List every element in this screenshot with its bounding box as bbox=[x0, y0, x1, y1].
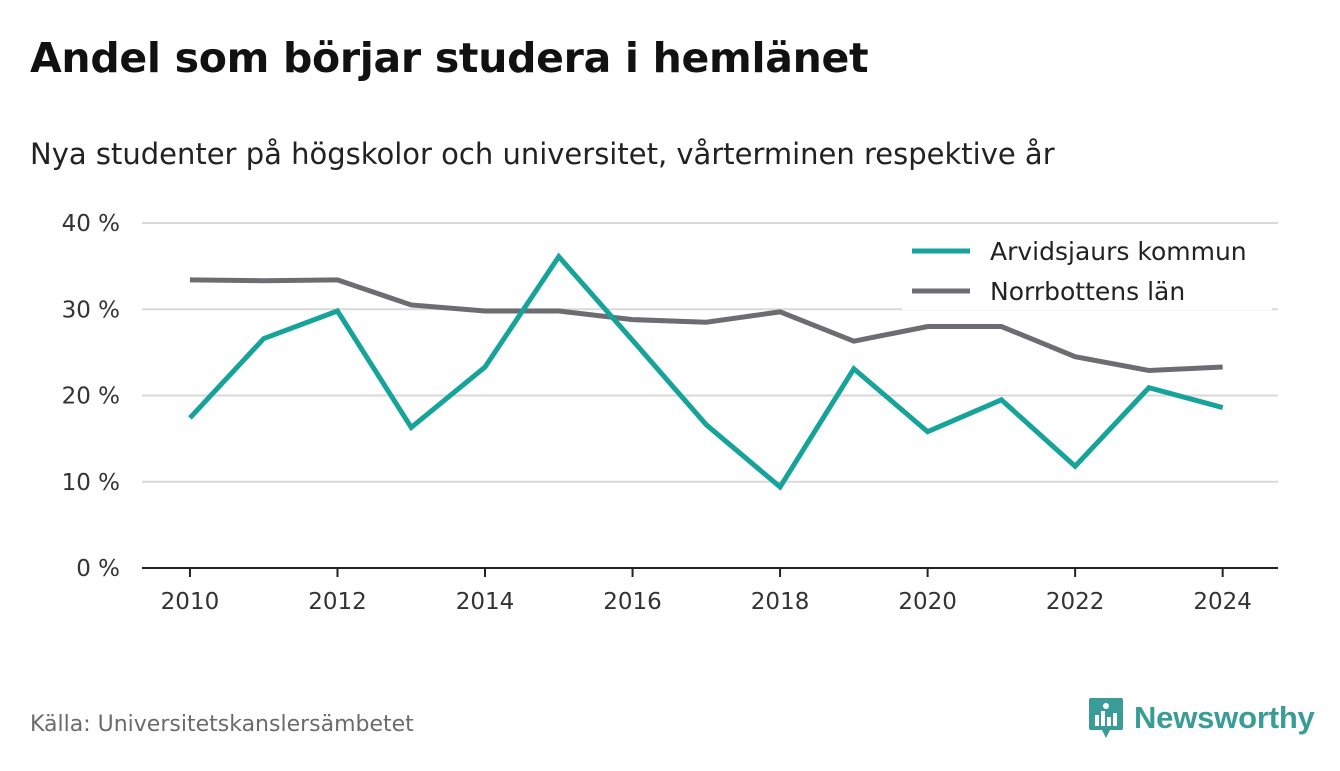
chart-subtitle: Nya studenter på högskolor och universit… bbox=[30, 137, 1055, 171]
newsworthy-logo-icon bbox=[1089, 698, 1123, 738]
x-tick-label: 2010 bbox=[161, 589, 220, 615]
y-tick-label: 0 % bbox=[76, 556, 120, 582]
x-tick-label: 2018 bbox=[751, 589, 810, 615]
series-line-norrbottens-län bbox=[189, 277, 1223, 373]
legend-label: Norrbottens län bbox=[990, 277, 1185, 306]
series-line-arvidsjaurs-kommun bbox=[188, 252, 1224, 491]
x-tick-label: 2020 bbox=[898, 589, 957, 615]
x-tick-label: 2024 bbox=[1193, 589, 1252, 615]
legend-label: Arvidsjaurs kommun bbox=[990, 237, 1247, 266]
y-tick-label: 20 % bbox=[62, 384, 120, 410]
y-tick-label: 10 % bbox=[62, 470, 120, 496]
source-note: Källa: Universitetskanslersämbetet bbox=[30, 712, 414, 737]
y-tick-label: 40 % bbox=[62, 211, 120, 237]
line-chart: 0 % 10 % 20 % 30 % 40 % 2010 2012 2014 2016 2018 2… bbox=[62, 211, 1278, 615]
y-tick-label: 30 % bbox=[62, 297, 120, 323]
brand-logo: Newsworthy bbox=[1088, 696, 1315, 740]
x-tick-label: 2014 bbox=[456, 589, 515, 615]
x-tick-label: 2012 bbox=[308, 589, 367, 615]
chart-title: Andel som börjar studera i hemlänet bbox=[30, 34, 869, 82]
legend-background bbox=[902, 232, 1272, 310]
brand-name: Newsworthy bbox=[1134, 700, 1315, 735]
x-tick-label: 2016 bbox=[603, 589, 662, 615]
x-tick-label: 2022 bbox=[1046, 589, 1105, 615]
